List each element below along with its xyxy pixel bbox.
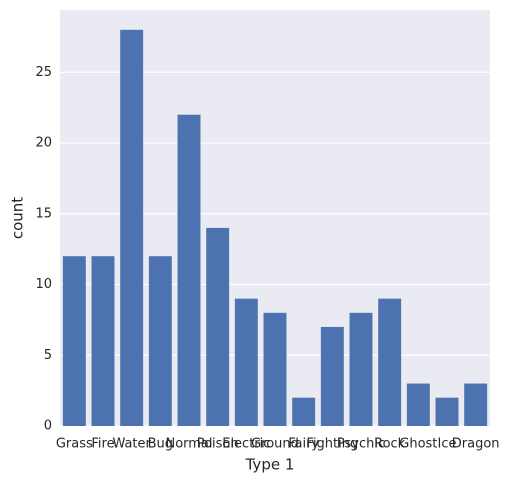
bar <box>120 29 144 427</box>
y-tick-label: 10 <box>35 277 52 292</box>
bar <box>464 383 488 426</box>
bar <box>292 397 316 426</box>
x-axis-label: Type 1 <box>245 456 295 474</box>
bar <box>177 114 201 426</box>
x-tick-label: Electric <box>222 437 270 452</box>
bar <box>206 227 230 426</box>
bar <box>62 256 86 426</box>
bar <box>349 312 373 426</box>
bar <box>435 397 459 426</box>
x-tick-label: Ghost <box>399 437 437 452</box>
bar <box>91 256 115 426</box>
y-tick-label: 0 <box>44 419 52 434</box>
x-tick-label: Bug <box>148 437 173 452</box>
y-tick-label: 15 <box>35 206 52 221</box>
x-tick-label: Grass <box>56 437 93 452</box>
y-axis-label: count <box>9 197 27 239</box>
x-tick-label: Ice <box>438 437 457 452</box>
bar <box>234 298 258 426</box>
x-tick-label: Fire <box>91 437 114 452</box>
x-tick-label: Psychic <box>337 437 385 452</box>
bar <box>263 312 287 426</box>
bar <box>148 256 172 426</box>
x-tick-label: Water <box>112 437 151 452</box>
x-tick-label: Fairy <box>288 437 319 452</box>
x-tick-label: Normal <box>165 437 212 452</box>
y-tick-label: 5 <box>44 348 52 363</box>
bar <box>378 298 402 426</box>
x-tick-label: Ground <box>251 437 299 452</box>
y-tick-label: 25 <box>35 65 52 80</box>
bar <box>320 326 344 426</box>
x-tick-label: Dragon <box>452 437 500 452</box>
y-tick-label: 20 <box>35 136 52 151</box>
bar <box>406 383 430 426</box>
x-tick-label: Poison <box>197 437 239 452</box>
x-tick-label: Rock <box>374 437 406 452</box>
x-tick-label: Fighting <box>306 437 358 452</box>
